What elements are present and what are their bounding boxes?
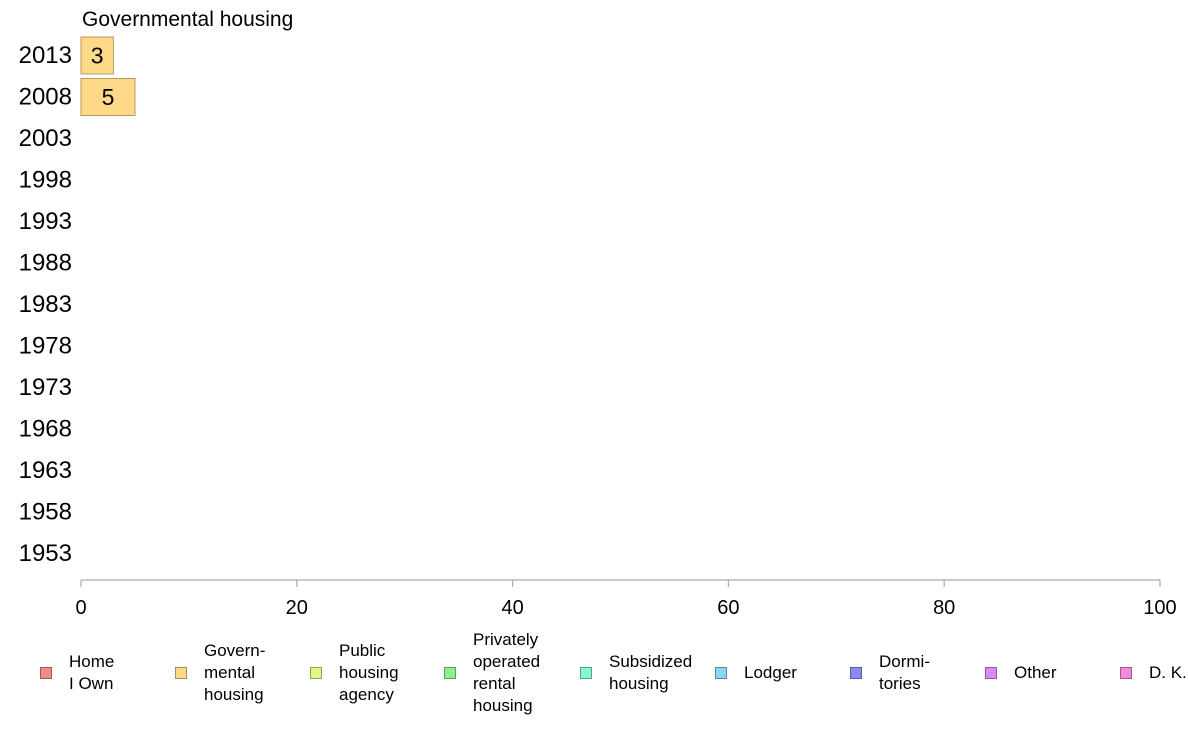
legend-label: Govern- mental housing bbox=[204, 641, 266, 704]
year-label-1963: 1963 bbox=[19, 457, 72, 484]
year-label-1968: 1968 bbox=[19, 416, 72, 443]
legend-label: Other bbox=[1014, 663, 1057, 682]
x-tick-label-40: 40 bbox=[501, 597, 523, 619]
legend-label: Home I Own bbox=[69, 652, 115, 693]
legend-label: Subsidized housing bbox=[609, 652, 693, 693]
bar-2013 bbox=[80, 36, 114, 75]
legend-swatch bbox=[715, 667, 727, 679]
legend-label: Privately operated rental housing bbox=[473, 630, 541, 715]
legend-item: Govern- mental housing bbox=[175, 628, 265, 718]
year-label-1993: 1993 bbox=[19, 208, 72, 235]
year-label-2013: 2013 bbox=[19, 42, 72, 69]
year-label-1983: 1983 bbox=[19, 291, 72, 318]
legend-label: Dormi- tories bbox=[879, 652, 930, 693]
legend-item: Public housing agency bbox=[310, 628, 399, 718]
legend-item: D. K. bbox=[1120, 628, 1187, 718]
x-ticks-group: 0 20 40 60 80 100 bbox=[75, 580, 1177, 619]
legend-item: Other bbox=[985, 628, 1057, 718]
year-label-2008: 2008 bbox=[19, 84, 72, 111]
year-label-1978: 1978 bbox=[19, 333, 72, 360]
x-tick-label-0: 0 bbox=[75, 597, 86, 619]
legend-swatch bbox=[40, 667, 52, 679]
x-tick-label-80: 80 bbox=[933, 597, 955, 619]
year-label-1988: 1988 bbox=[19, 250, 72, 277]
legend-swatch bbox=[850, 667, 862, 679]
bar-value-label-2008: 5 bbox=[102, 84, 115, 110]
year-labels-group: 2013 2008 2003 1998 1993 1988 1983 1978 1973 1968… bbox=[19, 42, 72, 567]
legend-item: Subsidized housing bbox=[580, 628, 692, 718]
legend-swatch bbox=[580, 667, 592, 679]
legend-swatch bbox=[1120, 667, 1132, 679]
year-label-1953: 1953 bbox=[19, 540, 72, 567]
legend-item: Lodger bbox=[715, 628, 797, 718]
legend-item: Home I Own bbox=[40, 628, 114, 718]
legend-label: D. K. bbox=[1149, 663, 1187, 682]
legend: Home I Own Govern- mental housing Public h… bbox=[0, 628, 1188, 728]
x-tick-label-100: 100 bbox=[1143, 597, 1176, 619]
legend-swatch bbox=[985, 667, 997, 679]
bar-2008 bbox=[80, 78, 136, 116]
year-label-1973: 1973 bbox=[19, 374, 72, 401]
year-label-1998: 1998 bbox=[19, 167, 72, 194]
legend-label: Public housing agency bbox=[339, 641, 399, 704]
panel-title: Governmental housing bbox=[82, 8, 293, 31]
legend-item: Privately operated rental housing bbox=[444, 628, 540, 718]
legend-swatch bbox=[444, 667, 456, 679]
year-label-1958: 1958 bbox=[19, 499, 72, 526]
year-label-2003: 2003 bbox=[19, 125, 72, 152]
bar-value-label-2013: 3 bbox=[91, 43, 104, 69]
legend-item: Dormi- tories bbox=[850, 628, 930, 718]
chart: Governmental housing 35 2013200820031998… bbox=[19, 8, 1177, 619]
legend-label: Lodger bbox=[744, 663, 797, 682]
legend-swatch bbox=[175, 667, 187, 679]
x-tick-label-20: 20 bbox=[286, 597, 308, 619]
legend-swatch bbox=[310, 667, 322, 679]
x-tick-label-60: 60 bbox=[717, 597, 739, 619]
bars-group: 35 bbox=[80, 36, 136, 116]
